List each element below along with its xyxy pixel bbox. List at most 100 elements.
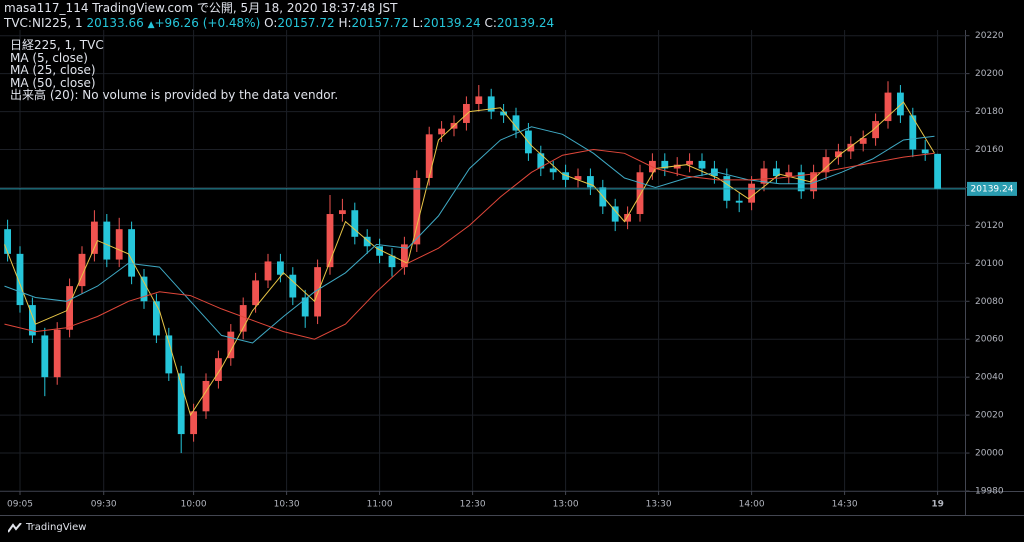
candle-body xyxy=(810,172,818,192)
x-tick-label: 10:00 xyxy=(181,500,207,510)
legend-title: 日経225, 1, TVC xyxy=(10,38,104,52)
price: 20133.66 xyxy=(86,16,144,30)
legend-entry: MA (5, close) xyxy=(10,50,88,65)
candle-body xyxy=(276,261,284,275)
ohlc-high: 20157.72 xyxy=(351,16,409,30)
candle-body xyxy=(748,183,756,203)
candle-body xyxy=(165,335,173,374)
candle-body xyxy=(611,206,619,222)
candle-body xyxy=(190,411,198,435)
quote-line: TVC:NI225, 1 20133.66 ▲+96.26 (+0.48%) O… xyxy=(4,16,554,33)
last-price-label: 20139.24 xyxy=(971,184,1014,194)
symbol: TVC:NI225, 1 xyxy=(4,16,83,30)
ohlc-low-key: L: xyxy=(412,16,424,30)
candle-body xyxy=(487,96,495,112)
legend-entry: MA (50, close) xyxy=(10,75,96,90)
change: +96.26 (+0.48%) xyxy=(154,16,261,30)
candle-body xyxy=(115,229,123,260)
candle-body xyxy=(140,276,148,302)
ma-line xyxy=(4,126,935,344)
ma-line xyxy=(4,101,935,417)
candle-body xyxy=(624,214,632,222)
candle-body xyxy=(301,297,309,317)
ma-line xyxy=(4,148,935,340)
x-tick-label: 14:30 xyxy=(832,500,858,510)
candle-body xyxy=(128,229,136,277)
candle-body xyxy=(16,253,24,306)
candle-body xyxy=(909,115,917,150)
candle-body xyxy=(847,143,855,152)
candle-body xyxy=(549,168,557,173)
candle-body xyxy=(872,121,880,139)
x-tick-label: 12:30 xyxy=(460,500,486,510)
ohlc-low: 20139.24 xyxy=(423,16,481,30)
candle-body xyxy=(90,221,98,254)
candle-body xyxy=(921,149,929,154)
candle-body xyxy=(314,267,322,317)
candle-body xyxy=(326,214,334,268)
y-tick-label: 20040 xyxy=(975,373,1004,383)
y-tick-label: 19980 xyxy=(975,487,1004,497)
brand: TradingView xyxy=(26,522,87,533)
legend-entry: MA (25, close) xyxy=(10,63,96,78)
y-tick-label: 20060 xyxy=(975,335,1004,345)
candle-body xyxy=(177,373,185,435)
candle-body xyxy=(834,151,842,158)
candle-body xyxy=(462,103,470,123)
candle-body xyxy=(586,176,594,188)
header: masa117_114 TradingView.com で公開, 5月 18, … xyxy=(4,1,554,33)
candle-body xyxy=(537,153,545,169)
publisher: masa117_114 TradingView.com で公開, 5月 18, … xyxy=(4,1,398,15)
candle-body xyxy=(78,253,86,287)
candle-body xyxy=(425,134,433,178)
candle-body xyxy=(264,261,272,281)
candle-body xyxy=(884,92,892,122)
y-tick-label: 20120 xyxy=(975,221,1004,231)
candle-body xyxy=(822,157,830,173)
x-tick-label: 19 xyxy=(931,500,944,510)
x-tick-label: 10:30 xyxy=(274,500,300,510)
candle-body xyxy=(338,210,346,215)
candle-body xyxy=(214,358,222,381)
candle-body xyxy=(202,380,210,412)
y-tick-label: 20160 xyxy=(975,145,1004,155)
candle-body xyxy=(66,286,74,330)
ohlc-close-key: C: xyxy=(484,16,497,30)
logo-icon xyxy=(8,522,22,533)
candle-body xyxy=(388,255,396,268)
y-tick-label: 20180 xyxy=(975,107,1004,117)
last-price-box xyxy=(967,181,1017,196)
legend: 日経225, 1, TVC MA (5, close) MA (25, clos… xyxy=(10,39,338,102)
x-tick-label: 13:30 xyxy=(646,500,672,510)
x-tick-label: 09:30 xyxy=(91,500,117,510)
candle-body xyxy=(735,200,743,203)
ohlc-close: 20139.24 xyxy=(496,16,555,30)
candle-body xyxy=(698,160,706,169)
candle-body xyxy=(500,111,508,116)
candle-body xyxy=(562,172,570,180)
annotation: 出来高 (20): No volume is provided by the d… xyxy=(10,88,339,103)
x-tick-label: 14:00 xyxy=(739,500,765,510)
footer: TradingView xyxy=(8,522,86,533)
x-tick-label: 11:00 xyxy=(367,500,393,510)
candle-body xyxy=(152,301,160,336)
y-tick-label: 20200 xyxy=(975,69,1004,79)
candle-body xyxy=(239,305,247,332)
candle-body xyxy=(41,335,49,378)
y-tick-label: 20020 xyxy=(975,411,1004,421)
candle-body xyxy=(53,329,61,378)
candle-body xyxy=(673,164,681,169)
candle-body xyxy=(227,331,235,359)
candle-body xyxy=(475,96,483,104)
candle-body xyxy=(351,210,359,237)
candle-body xyxy=(4,229,12,254)
arrow-icon: ▲ xyxy=(147,20,155,30)
candle-body xyxy=(772,168,780,177)
candle-body xyxy=(289,274,297,298)
candle-body xyxy=(934,153,942,189)
candle-body xyxy=(896,92,904,116)
candle-body xyxy=(512,115,520,131)
